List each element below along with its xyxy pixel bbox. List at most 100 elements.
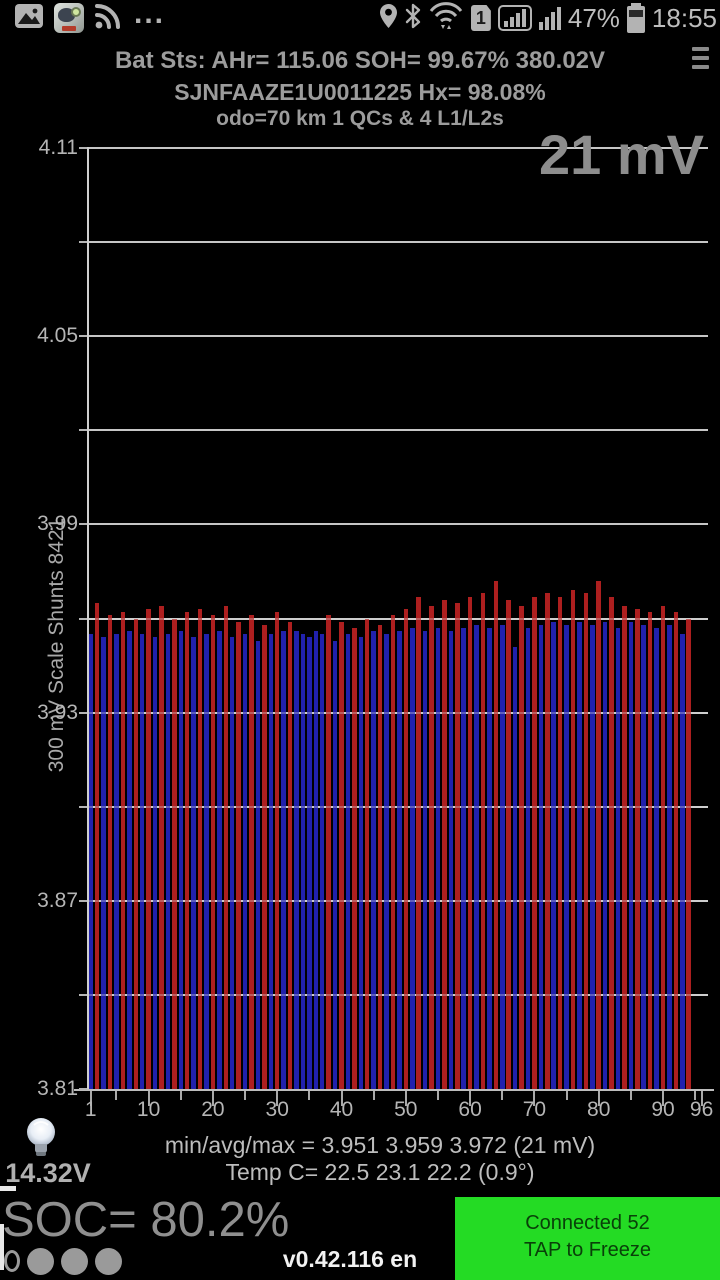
clock: 18:55 <box>651 2 717 33</box>
connected-status: Connected 52 <box>525 1212 650 1234</box>
cell-bar <box>377 624 383 1089</box>
android-status-bar: ... 1 <box>0 0 720 36</box>
x-tick <box>469 1091 472 1106</box>
cell-bar <box>300 634 306 1089</box>
gridline <box>88 335 708 338</box>
x-tick-label: 90 <box>651 1098 675 1121</box>
cell-bar <box>88 634 93 1089</box>
cell-bar <box>191 637 196 1089</box>
cell-bar <box>352 627 357 1089</box>
cell-bar <box>371 631 376 1089</box>
soc-value: SOC= 80.2% <box>2 1193 290 1247</box>
cell-bar <box>628 621 634 1089</box>
x-tick-label: 80 <box>587 1098 611 1121</box>
menu-icon[interactable] <box>692 47 712 73</box>
gridline <box>88 147 708 149</box>
cell-bar <box>570 590 576 1089</box>
x-tick-label: 1 <box>84 1098 97 1121</box>
cell-bar <box>120 612 126 1089</box>
min-avg-max-text: min/avg/max = 3.951 3.959 3.972 (21 mV) <box>164 1132 596 1158</box>
cell-bar <box>647 612 653 1089</box>
x-tick <box>211 1091 214 1106</box>
cell-bar <box>429 606 434 1089</box>
x-tick-minor <box>629 1091 632 1100</box>
x-tick <box>340 1091 343 1106</box>
cell-bar <box>326 615 331 1089</box>
y-tick <box>79 147 87 149</box>
y-tick <box>79 805 87 808</box>
cell-bar <box>146 609 151 1089</box>
cell-bar <box>519 606 524 1089</box>
cell-bar <box>680 634 685 1089</box>
cell-bar <box>184 612 190 1089</box>
cell-bar <box>493 580 499 1089</box>
bluetooth-icon <box>405 3 421 34</box>
cell-bar <box>416 596 421 1089</box>
y-tick <box>79 429 87 432</box>
x-tick-label: 10 <box>136 1098 161 1121</box>
gridline <box>88 617 708 620</box>
cell-bar <box>557 596 563 1089</box>
y-tick <box>79 241 87 244</box>
x-tick-minor <box>115 1091 118 1100</box>
cell-bar <box>345 634 351 1089</box>
cell-bar <box>403 609 409 1089</box>
cell-bar <box>274 612 280 1089</box>
bulb-icon[interactable] <box>22 1116 60 1165</box>
cell-bar <box>564 624 569 1089</box>
cell-bar <box>384 634 389 1089</box>
gridline <box>88 523 708 526</box>
mobile-signal-icon <box>538 6 561 30</box>
page-indicator[interactable] <box>4 1246 122 1276</box>
cell-bar <box>693 631 698 1089</box>
cell-bar <box>94 602 100 1089</box>
cell-bar <box>448 631 454 1089</box>
sim-card-icon: 1 <box>470 5 491 31</box>
x-tick-minor <box>565 1091 568 1100</box>
x-tick-minor <box>372 1091 375 1100</box>
cell-bar <box>551 621 556 1089</box>
cell-bar <box>590 624 595 1089</box>
cell-bar <box>390 615 396 1089</box>
cell-bar <box>178 631 184 1089</box>
battery-icon <box>626 3 645 33</box>
y-tick-label: 3.87 <box>37 888 78 912</box>
cell-bar <box>615 627 621 1089</box>
connected-freeze-button[interactable]: Connected 52 TAP to Freeze <box>455 1197 720 1280</box>
cell-bar <box>596 580 601 1089</box>
gridline-overlay <box>88 993 708 996</box>
cell-bar <box>667 624 672 1089</box>
cell-bar <box>127 631 132 1089</box>
y-axis-line <box>87 147 89 1091</box>
cell-bar <box>622 606 627 1089</box>
cell-bar <box>422 631 428 1089</box>
wifi-icon <box>428 1 464 35</box>
cell-bar <box>242 634 248 1089</box>
x-tick-label: 50 <box>394 1098 418 1121</box>
cell-bar <box>165 634 171 1089</box>
cell-bar <box>500 624 505 1089</box>
x-tick-minor <box>436 1091 439 1100</box>
gridline-overlay <box>88 617 708 620</box>
cell-bar <box>455 602 460 1089</box>
page-dot-outline <box>4 1250 20 1272</box>
cell-bar <box>294 631 299 1089</box>
x-tick-label: 30 <box>265 1098 289 1121</box>
cell-bar <box>654 627 659 1089</box>
aux-battery-voltage: 14.32V <box>5 1158 91 1188</box>
cell-bar <box>480 593 486 1089</box>
cell-bar <box>236 621 241 1089</box>
leafspy-app-icon <box>54 3 84 33</box>
cell-bar <box>114 634 119 1089</box>
y-tick-label: 4.11 <box>38 136 78 159</box>
cell-bar <box>487 627 492 1089</box>
x-tick-label: 20 <box>201 1098 225 1121</box>
cell-bar <box>204 634 209 1089</box>
cell-bar <box>268 634 274 1089</box>
cell-bar <box>461 627 466 1089</box>
cell-bar <box>133 618 138 1089</box>
cell-bar <box>699 609 704 1089</box>
cell-bar <box>467 596 473 1089</box>
x-tick <box>147 1091 150 1106</box>
